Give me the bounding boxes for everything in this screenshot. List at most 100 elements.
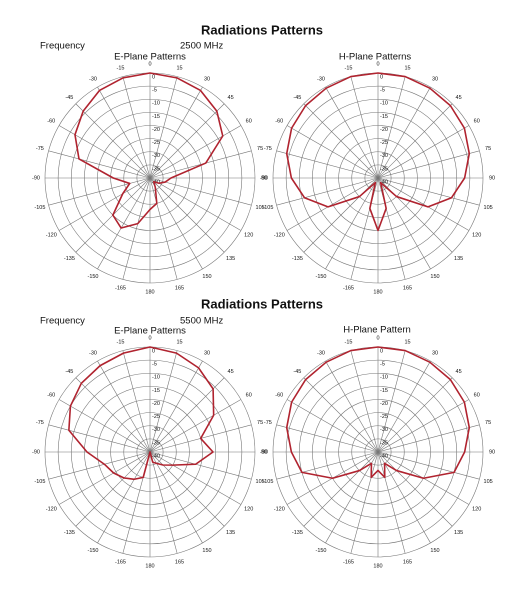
radial-tick-label: -35: [380, 166, 388, 172]
radial-tick-label: -40: [380, 179, 388, 185]
angle-tick-label: -120: [274, 506, 285, 512]
angle-tick-label: 165: [175, 286, 184, 292]
angle-tick-label: 120: [244, 232, 253, 238]
angle-tick-label: -135: [292, 256, 303, 262]
angle-tick-label: 60: [474, 118, 480, 124]
grid-spoke: [377, 451, 453, 527]
angle-tick-label: 120: [472, 506, 481, 512]
radial-tick-label: -35: [152, 166, 160, 172]
radial-tick-label: -5: [380, 362, 385, 368]
radial-tick-label: -30: [380, 427, 388, 433]
pattern-line: [285, 346, 471, 480]
grid-spoke: [149, 360, 203, 453]
radial-tick-label: 0: [380, 348, 383, 354]
grid-spoke: [75, 451, 151, 527]
radial-tick-label: -25: [380, 140, 388, 146]
angle-tick-label: 75: [485, 420, 491, 426]
grid-spoke: [377, 177, 431, 270]
angle-tick-label: 150: [202, 548, 211, 554]
angle-tick-label: 15: [404, 339, 410, 345]
grid-spoke: [350, 451, 379, 554]
grid-spoke: [377, 150, 480, 179]
grid-spoke: [75, 103, 151, 179]
angle-tick-label: 15: [176, 65, 182, 71]
grid-spoke: [377, 377, 453, 453]
angle-tick-label: 150: [430, 274, 439, 280]
angle-tick-label: -105: [34, 205, 45, 211]
radial-tick-label: -10: [380, 375, 388, 381]
angle-tick-label: -15: [345, 65, 353, 71]
grid-spoke: [48, 424, 151, 453]
radial-tick-label: -30: [152, 153, 160, 159]
angle-tick-label: -90: [32, 175, 40, 181]
grid-spoke: [48, 451, 151, 480]
radial-tick-label: -10: [152, 375, 160, 381]
grid-spoke: [48, 177, 151, 206]
grid-spoke: [303, 377, 379, 453]
grid-spoke: [149, 76, 178, 179]
grid-spoke: [149, 451, 178, 554]
grid-spoke: [377, 399, 470, 453]
grid-spoke: [149, 86, 203, 179]
angle-tick-label: 45: [456, 95, 462, 101]
angle-tick-label: 135: [226, 530, 235, 536]
angle-tick-label: -60: [47, 392, 55, 398]
angle-tick-label: -105: [34, 479, 45, 485]
angle-tick-label: -120: [274, 232, 285, 238]
grid-spoke: [58, 177, 151, 231]
grid-spoke: [377, 451, 406, 554]
angle-tick-label: 180: [373, 289, 382, 295]
radial-tick-label: -25: [152, 414, 160, 420]
radial-tick-label: -25: [152, 140, 160, 146]
grid-spoke: [350, 76, 379, 179]
grid-spoke: [149, 177, 242, 231]
angle-tick-label: 30: [432, 77, 438, 83]
angle-tick-label: -75: [36, 146, 44, 152]
angle-tick-label: -90: [260, 449, 268, 455]
angle-tick-label: -75: [36, 420, 44, 426]
radial-tick-label: -30: [380, 153, 388, 159]
radial-tick-label: -10: [152, 101, 160, 107]
angle-tick-label: -165: [343, 286, 354, 292]
angle-tick-label: -15: [117, 339, 125, 345]
angle-tick-label: 75: [485, 146, 491, 152]
radial-tick-label: -20: [380, 127, 388, 133]
angle-tick-label: 0: [376, 61, 379, 67]
radial-tick-label: -40: [380, 453, 388, 459]
radial-tick-label: -20: [152, 401, 160, 407]
angle-tick-label: -105: [262, 479, 273, 485]
angle-tick-label: -105: [262, 205, 273, 211]
grid-spoke: [325, 451, 379, 544]
angle-tick-label: -150: [87, 548, 98, 554]
angle-tick-label: -30: [317, 351, 325, 357]
section-title: Radiations Patterns: [201, 296, 323, 311]
angle-tick-label: -120: [46, 506, 57, 512]
grid-spoke: [276, 150, 379, 179]
angle-tick-label: 60: [474, 392, 480, 398]
grid-spoke: [377, 177, 480, 206]
angle-tick-label: 45: [228, 369, 234, 375]
frequency: 2500 MHz: [180, 41, 224, 52]
radial-tick-label: 0: [152, 348, 155, 354]
angle-tick-label: 150: [202, 274, 211, 280]
angle-tick-label: 45: [228, 95, 234, 101]
grid-spoke: [58, 125, 151, 179]
grid-spoke: [377, 451, 480, 480]
grid-spoke: [149, 451, 252, 480]
angle-tick-label: 105: [256, 205, 265, 211]
angle-tick-label: -135: [64, 530, 75, 536]
angle-tick-label: -75: [264, 146, 272, 152]
angle-tick-label: 90: [489, 175, 495, 181]
grid-spoke: [149, 399, 242, 453]
grid-spoke: [325, 86, 379, 179]
frequency-label: Frequency: [40, 41, 85, 52]
chart-title: H-Plane Patterns: [339, 52, 412, 63]
grid-spoke: [48, 150, 151, 179]
angle-tick-label: 120: [244, 506, 253, 512]
grid-spoke: [122, 76, 151, 179]
angle-tick-label: -15: [345, 339, 353, 345]
angle-tick-label: -30: [89, 77, 97, 83]
angle-tick-label: -15: [117, 65, 125, 71]
angle-tick-label: 60: [246, 392, 252, 398]
grid-spoke: [149, 103, 225, 179]
